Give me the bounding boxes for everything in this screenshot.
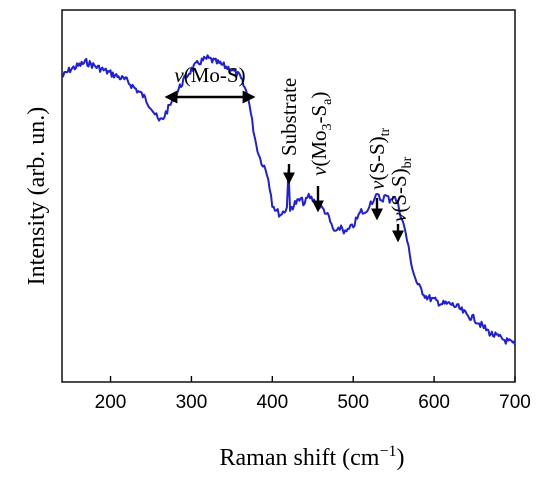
annotation-s-s-br: v(S-S)br — [387, 156, 415, 222]
annotation-substrate: Substrate — [277, 78, 301, 156]
annotation-mo-s: v(Mo-S) — [174, 63, 245, 87]
x-axis-title: Raman shift (cm−1) — [220, 443, 405, 471]
x-tick-label-200: 200 — [95, 392, 127, 413]
x-axis-ticks: 200 300 400 500 600 700 — [95, 376, 531, 413]
x-tick-label-300: 300 — [176, 392, 208, 413]
annotation-mo3-sa: v(Mo3-Sa) — [307, 92, 335, 176]
x-tick-label-700: 700 — [499, 392, 531, 413]
spectrum-line — [61, 54, 516, 346]
x-tick-label-500: 500 — [337, 392, 369, 413]
plot-frame — [61, 9, 516, 383]
annotation-s-s-tr: v(S-S)tr — [365, 127, 393, 190]
y-axis-title: Intensity (arb. un.) — [24, 107, 50, 286]
x-tick-label-400: 400 — [256, 392, 288, 413]
x-tick-label-600: 600 — [418, 392, 450, 413]
